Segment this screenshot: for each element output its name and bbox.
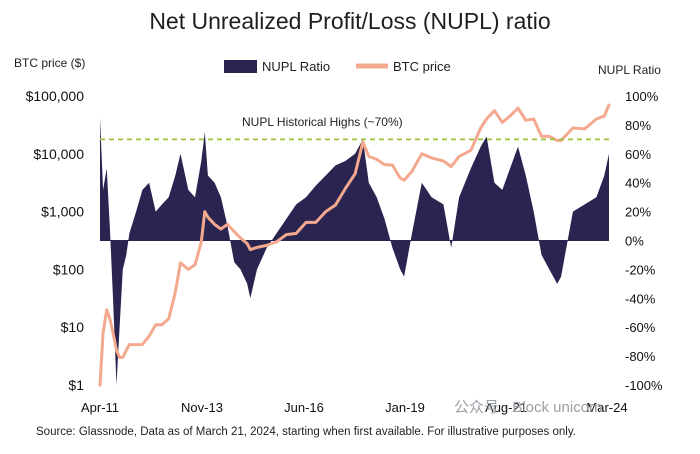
right-axis-ticks: 100% 80% 60% 40% 20% 0% -20% -40% -60% -80% -100% xyxy=(625,89,663,393)
right-tick-label: -100% xyxy=(625,378,663,393)
chart-title: Net Unrealized Profit/Loss (NUPL) ratio xyxy=(149,8,551,34)
x-tick-label: Jun-16 xyxy=(284,400,324,415)
x-tick-label: Nov-13 xyxy=(181,400,223,415)
right-tick-label: 60% xyxy=(625,147,651,162)
x-tick-label: Aug-21 xyxy=(485,400,527,415)
left-axis-title: BTC price ($) xyxy=(14,56,85,70)
right-tick-label: 0% xyxy=(625,234,644,249)
left-axis-ticks: $100,000 $10,000 $1,000 $100 $10 $1 xyxy=(26,88,85,393)
legend-label-nupl: NUPL Ratio xyxy=(262,59,330,74)
legend: NUPL Ratio BTC price xyxy=(224,59,451,74)
left-tick-label: $10 xyxy=(61,319,85,335)
watermark: 公众号 · Block unicorn xyxy=(454,399,603,416)
left-tick-label: $1 xyxy=(68,377,84,393)
legend-label-btc: BTC price xyxy=(393,59,451,74)
x-tick-label: Mar-24 xyxy=(586,400,627,415)
right-axis-title: NUPL Ratio xyxy=(598,63,661,77)
right-tick-label: 80% xyxy=(625,118,651,133)
nupl-ratio-area xyxy=(100,117,609,385)
x-axis-ticks: Apr-11 Nov-13 Jun-16 Jan-19 Aug-21 Mar-24 xyxy=(81,400,628,415)
historical-highs-label: NUPL Historical Highs (~70%) xyxy=(242,115,403,129)
btc-price-line xyxy=(98,103,611,387)
left-tick-label: $100 xyxy=(53,261,84,277)
right-tick-label: -60% xyxy=(625,320,656,335)
right-tick-label: -20% xyxy=(625,262,656,277)
left-tick-label: $10,000 xyxy=(33,146,84,162)
legend-swatch-nupl xyxy=(224,60,257,73)
source-note: Source: Glassnode, Data as of March 21, … xyxy=(36,426,576,438)
left-tick-label: $100,000 xyxy=(26,88,85,104)
x-tick-label: Jan-19 xyxy=(385,400,425,415)
right-tick-label: 100% xyxy=(625,89,659,104)
right-tick-label: 20% xyxy=(625,205,651,220)
right-tick-label: -40% xyxy=(625,291,656,306)
left-tick-label: $1,000 xyxy=(41,204,84,220)
right-tick-label: 40% xyxy=(625,176,651,191)
right-tick-label: -80% xyxy=(625,349,656,364)
x-tick-label: Apr-11 xyxy=(81,400,119,415)
